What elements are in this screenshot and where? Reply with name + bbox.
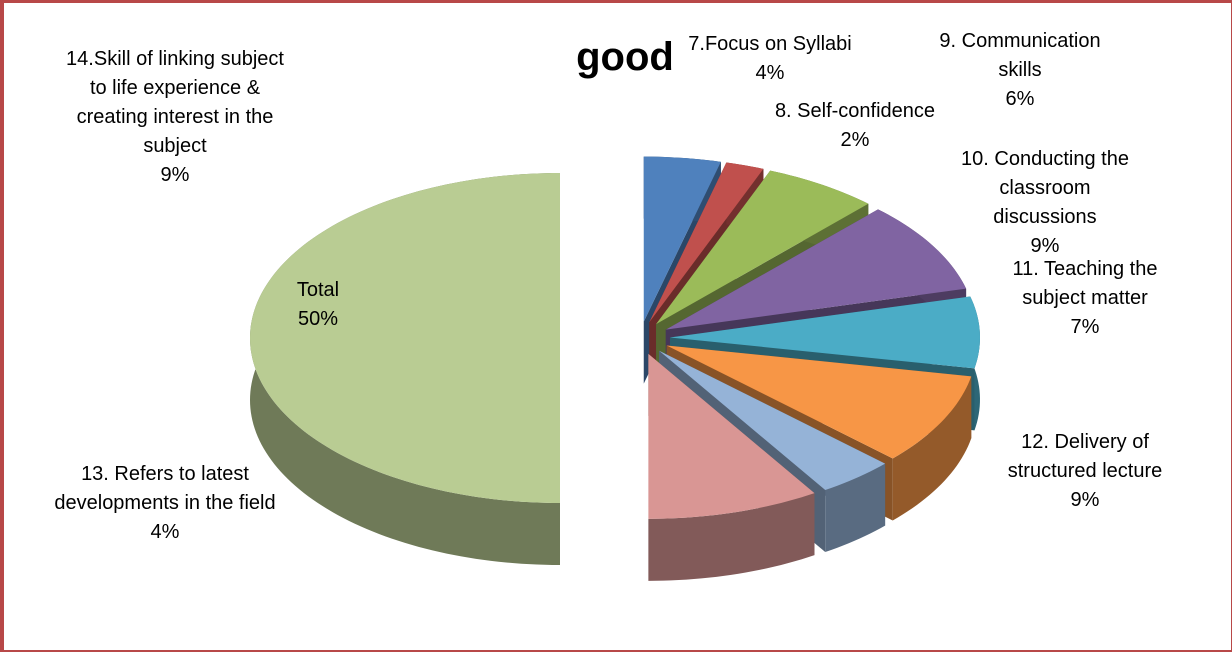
category-label: 11. Teaching the subject matter bbox=[1012, 258, 1158, 309]
slice-top bbox=[649, 162, 764, 323]
slice-top bbox=[669, 296, 980, 369]
chart-title: good bbox=[576, 35, 674, 79]
value-label: 6% bbox=[1005, 88, 1035, 110]
category-label: 12. Delivery of structured lecture bbox=[1007, 431, 1163, 482]
value-label: 50% bbox=[297, 308, 339, 330]
value-label: 7% bbox=[1070, 316, 1100, 338]
category-label: 9. Communication skills bbox=[939, 30, 1101, 81]
category-label: 10. Conducting the classroom discussions bbox=[961, 148, 1129, 228]
category-label: 13. Refers to latest developments in the… bbox=[54, 463, 276, 514]
slice-label: 12. Delivery of structured lecture 9% bbox=[990, 428, 1180, 515]
value-label: 9% bbox=[1070, 489, 1100, 511]
category-label: 8. Self-confidence bbox=[774, 100, 936, 122]
category-label: 14.Skill of linking subject to life expe… bbox=[66, 48, 284, 157]
slice-top bbox=[666, 345, 972, 459]
slice-label: 8. Self-confidence 2% bbox=[750, 97, 960, 155]
value-label: 9% bbox=[1030, 235, 1060, 257]
slice-top bbox=[250, 173, 560, 503]
slice-label: 11. Teaching the subject matter 7% bbox=[998, 255, 1173, 342]
slice-label: 14.Skill of linking subject to life expe… bbox=[65, 45, 285, 190]
value-label: 9% bbox=[160, 164, 190, 186]
slice-label: 13. Refers to latest developments in the… bbox=[45, 460, 285, 547]
slice-side bbox=[892, 376, 972, 521]
slice-label: 9. Communication skills 6% bbox=[925, 27, 1115, 114]
slice-label: 10. Conducting the classroom discussions… bbox=[955, 145, 1135, 261]
slice-top bbox=[648, 353, 815, 519]
value-label: 2% bbox=[840, 129, 870, 151]
slice-label: Total 50% bbox=[268, 276, 368, 334]
slice-top bbox=[665, 209, 967, 330]
slice-side bbox=[648, 493, 815, 581]
slice bbox=[250, 173, 560, 565]
value-label: 4% bbox=[150, 521, 180, 543]
slice-side bbox=[825, 463, 886, 553]
slice bbox=[648, 353, 815, 581]
value-label: 4% bbox=[755, 62, 785, 84]
slice-top bbox=[643, 156, 721, 322]
slice-top bbox=[656, 170, 869, 325]
category-label: 7.Focus on Syllabi bbox=[688, 33, 852, 55]
slice-top bbox=[659, 350, 886, 491]
slice-label: 7.Focus on Syllabi 4% bbox=[685, 30, 855, 88]
category-label: Total bbox=[296, 279, 340, 301]
